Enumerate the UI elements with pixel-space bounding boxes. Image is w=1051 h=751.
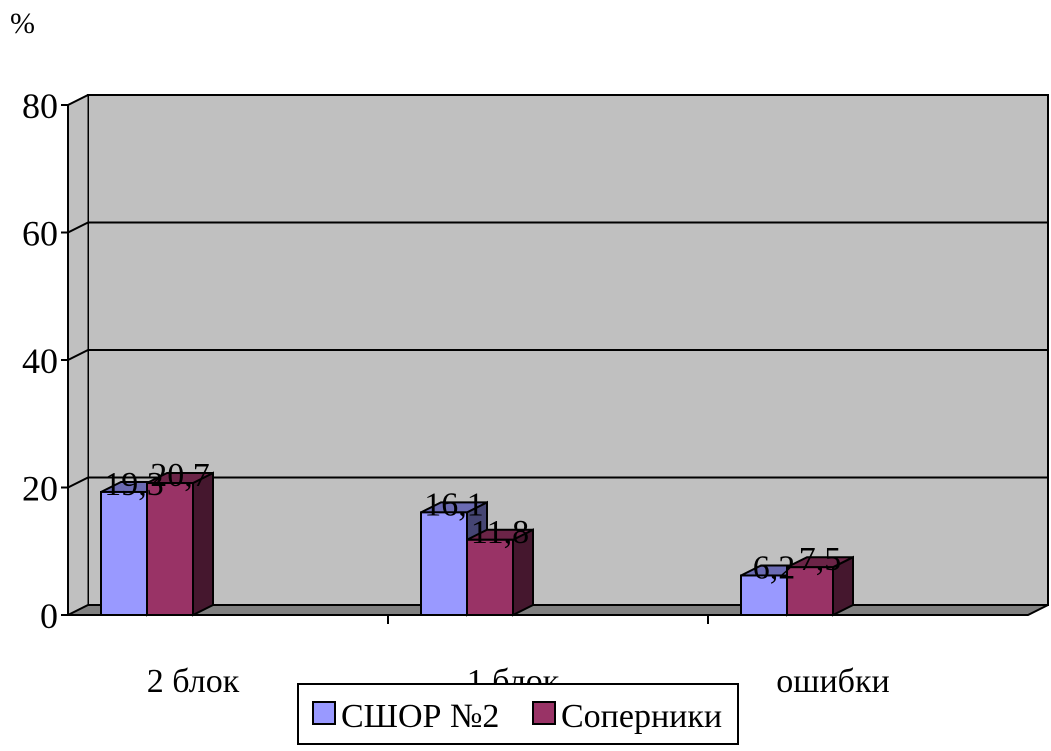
plot-floor [67,604,1049,616]
legend-box [297,683,739,745]
bar-front [100,490,148,616]
legend-label-series-2: Соперники [561,698,722,735]
y-tick-label: 40 [22,341,58,381]
data-label-1-2: 16,1 [424,486,484,523]
legend-label-series-1: СШОР №2 [341,698,499,735]
legend: СШОР №2 Соперники [297,683,739,745]
bar-front [466,538,514,617]
legend-swatch-series-1 [312,701,336,725]
y-tick-label: 20 [22,469,58,509]
y-tick-label: 0 [40,596,58,636]
gridline [67,349,1048,361]
data-label-2-1: 20,7 [150,457,210,494]
gridline [67,476,1048,489]
bar-2-1 [146,471,214,617]
data-label-1-3: 6,2 [753,549,796,586]
gridline [67,94,1048,106]
y-tick-label: 60 [22,214,58,254]
y-axis-unit: % [10,7,35,40]
gridline [67,221,1048,234]
y-tick-label: 80 [22,86,58,126]
bar-front [786,566,834,616]
data-label-1-1: 19,3 [104,466,164,503]
bar-front [420,511,468,616]
legend-swatch-series-2 [532,701,556,725]
x-category-label: 2 блок [147,663,240,700]
bar-side [192,471,214,617]
bar-2-3 [786,555,854,617]
x-category-label: ошибки [776,663,889,700]
bar-2-2 [466,528,534,617]
bar-front [740,574,788,616]
bar-front [146,482,194,616]
data-label-2-3: 7,5 [799,541,842,578]
data-label-2-2: 11,8 [471,514,529,551]
